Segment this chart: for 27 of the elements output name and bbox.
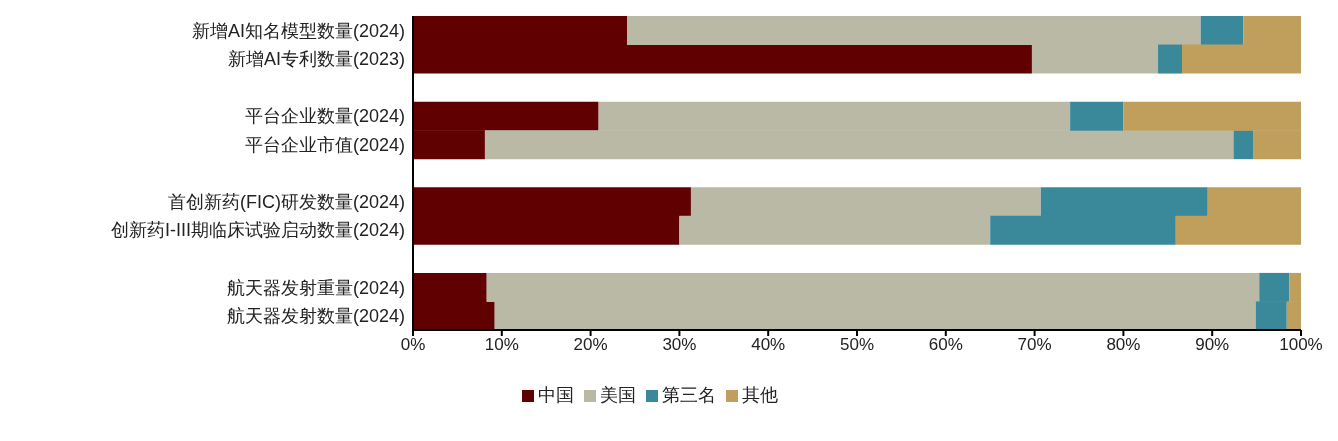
x-tick-label: 30% <box>662 335 697 355</box>
y-tick-label: 新增AI专利数量(2023) <box>227 49 405 70</box>
bar <box>1233 130 1254 160</box>
legend-label: 第三名 <box>661 385 716 405</box>
x-tick-label: 100% <box>1279 335 1323 355</box>
x-tick-label: 80% <box>1106 335 1141 355</box>
legend-label: 美国 <box>599 385 636 405</box>
x-tick-label: 90% <box>1195 335 1230 355</box>
y-tick-label: 航天器发射重量(2024) <box>226 277 405 298</box>
y-tick-label: 平台企业数量(2024) <box>244 106 405 127</box>
bar <box>1200 16 1244 45</box>
x-tick-label: 20% <box>573 335 608 355</box>
x-tick-label: 70% <box>1017 335 1052 355</box>
y-tick-label: 航天器发射数量(2024) <box>226 306 405 327</box>
x-tick-label: 40% <box>751 335 786 355</box>
y-tick-label: 新增AI知名模型数量(2024) <box>191 20 405 41</box>
bar <box>1070 101 1124 131</box>
x-tick-label: 10% <box>484 335 519 355</box>
bar <box>1158 44 1183 74</box>
x-tick-label: 0% <box>400 335 426 355</box>
x-tick-label: 50% <box>839 335 875 355</box>
x-tick-label: 60% <box>928 335 963 355</box>
y-tick-label: 创新药I-III期临床试验启动数量(2024) <box>110 220 405 241</box>
legend-label: 其他 <box>741 385 778 405</box>
y-tick-label: 首创新药(FIC)研发数量(2024) <box>167 191 405 212</box>
y-tick-label: 平台企业市值(2024) <box>244 134 405 155</box>
legend-label: 中国 <box>537 385 574 405</box>
